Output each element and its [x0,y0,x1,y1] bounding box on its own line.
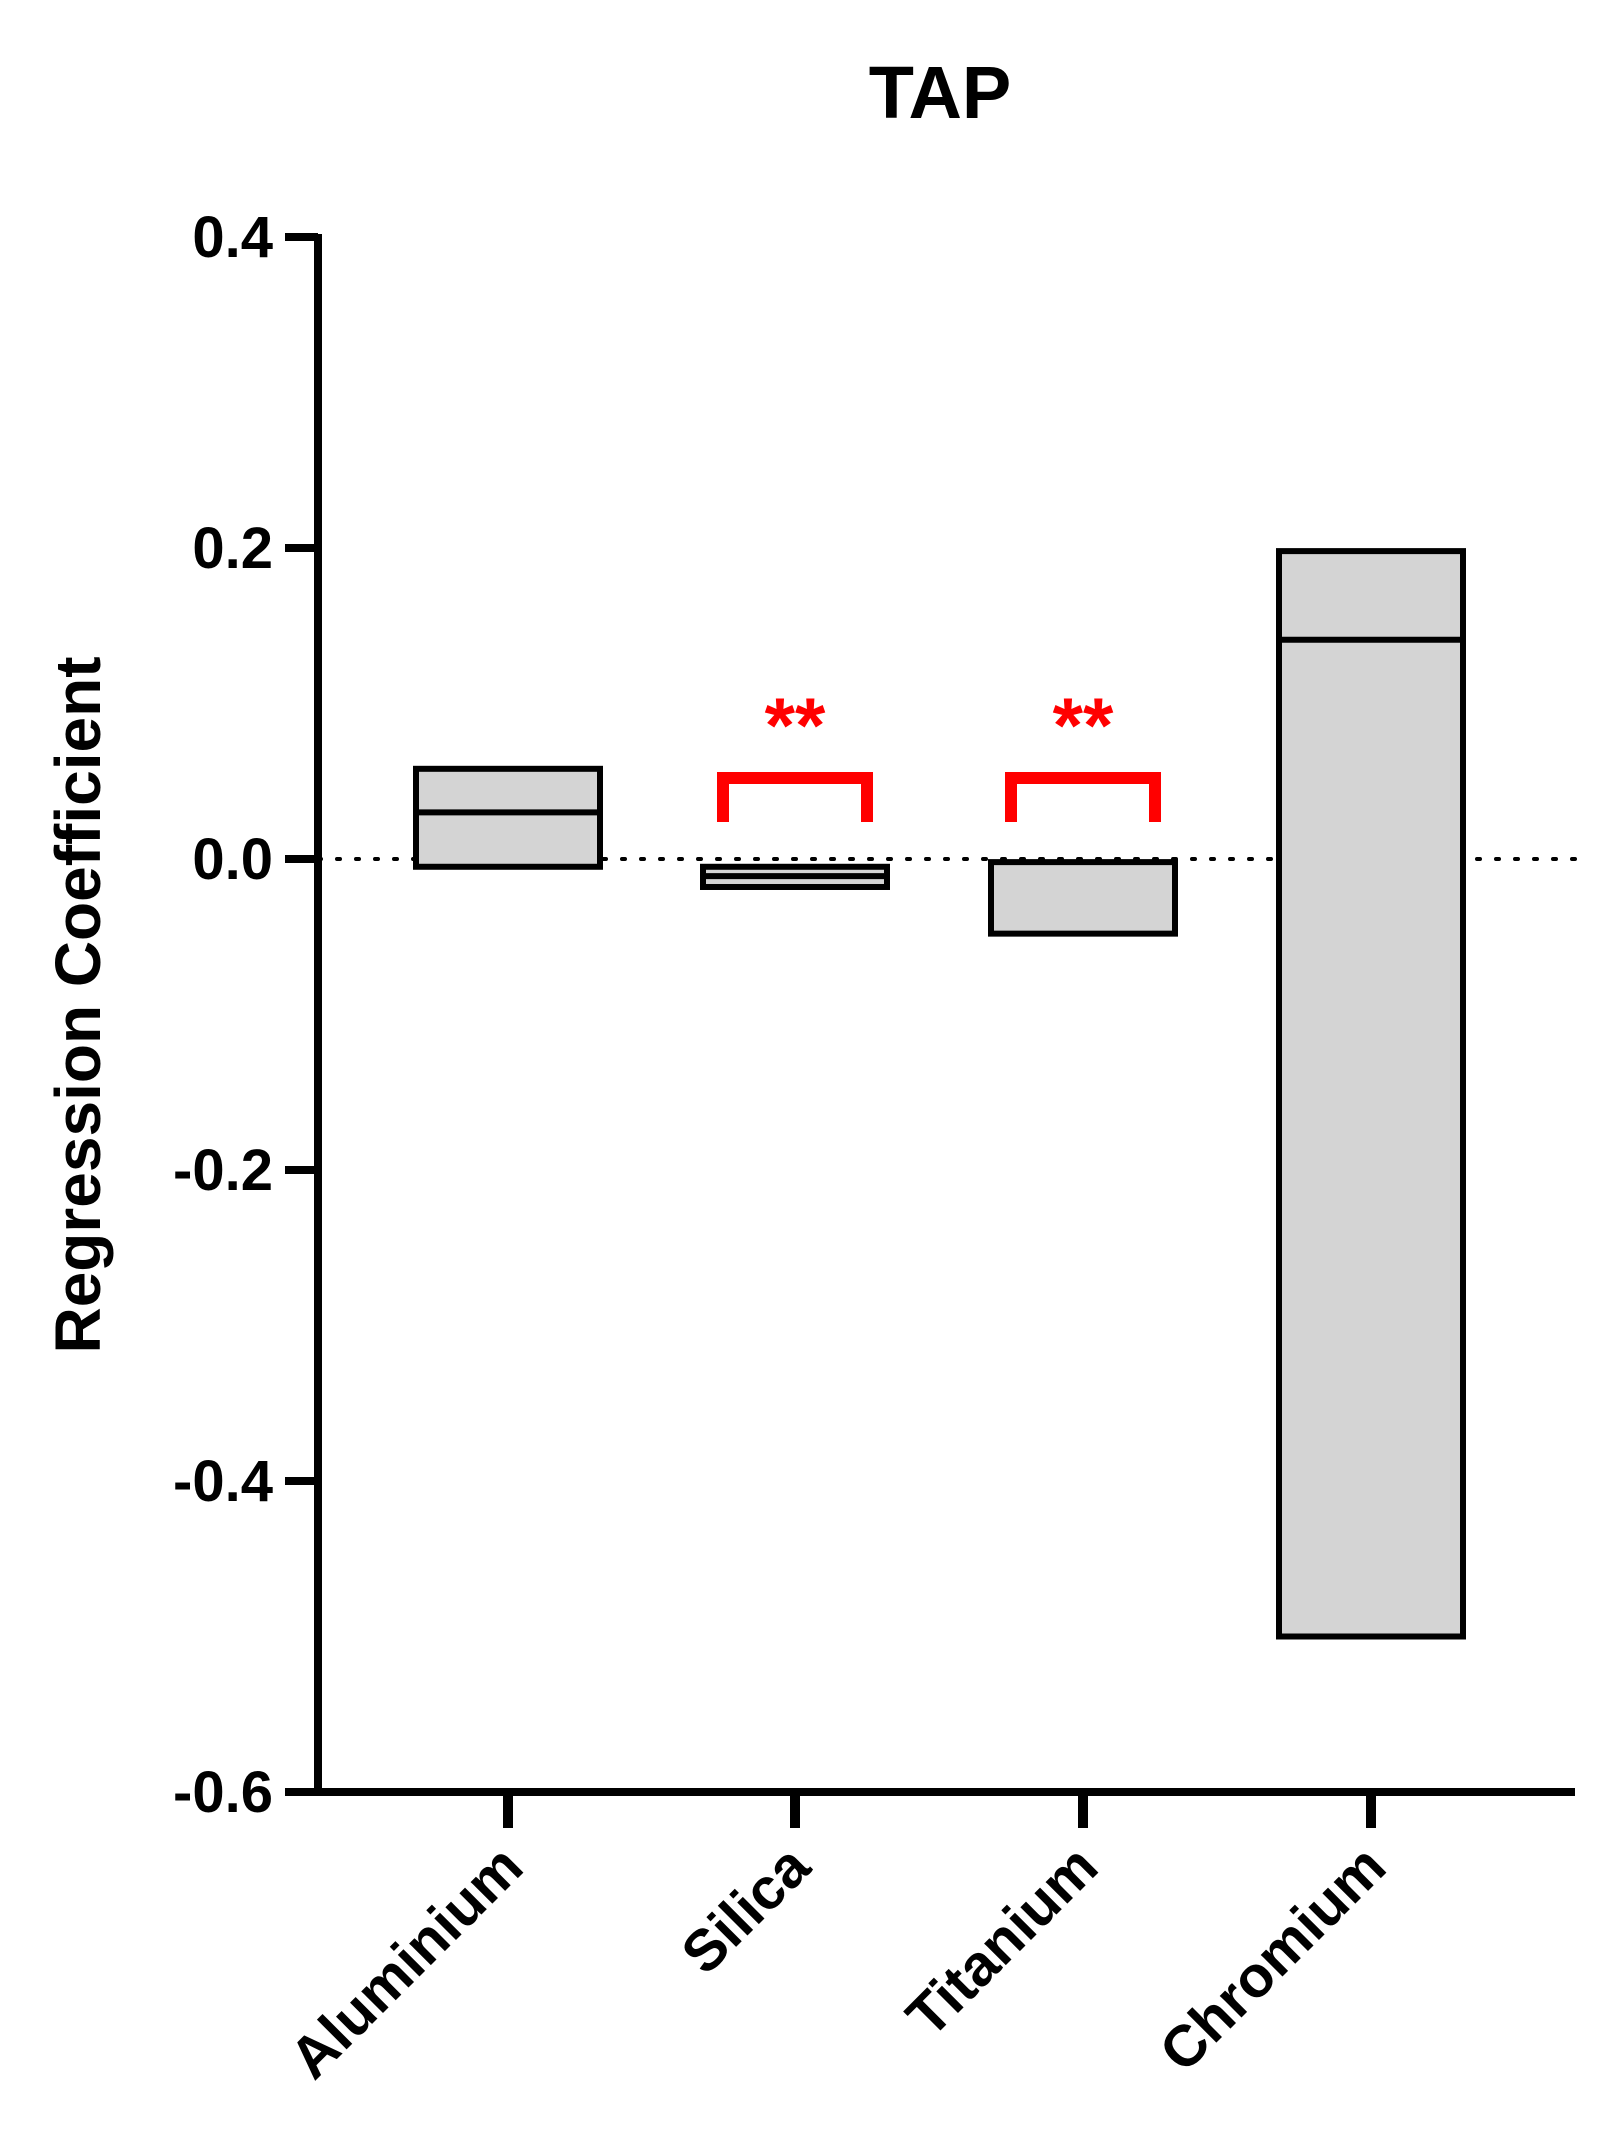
bar [988,859,1178,937]
x-tick-label: Titanium [894,1833,1110,2049]
significance-label: ** [1053,681,1114,769]
y-tick-label: -0.4 [173,1449,273,1514]
y-axis-label: Regression Coefficient [42,656,114,1353]
y-tick-label: 0.4 [192,205,273,270]
significance-label: ** [765,681,826,769]
y-tick-label: 0.2 [192,516,273,581]
y-tick-label: -0.2 [173,1138,273,1203]
bar [413,765,603,870]
y-tick-label: -0.6 [173,1760,273,1825]
bar [1276,548,1466,1640]
y-tick-label: 0.0 [192,827,273,892]
x-tick-label: Silica [669,1833,823,1987]
significance-bracket [717,772,873,822]
chart-title: TAP [869,51,1012,134]
x-tick-label: Chromium [1147,1833,1398,2084]
significance-bracket [1005,772,1161,822]
x-tick-label: Aluminium [277,1833,535,2091]
